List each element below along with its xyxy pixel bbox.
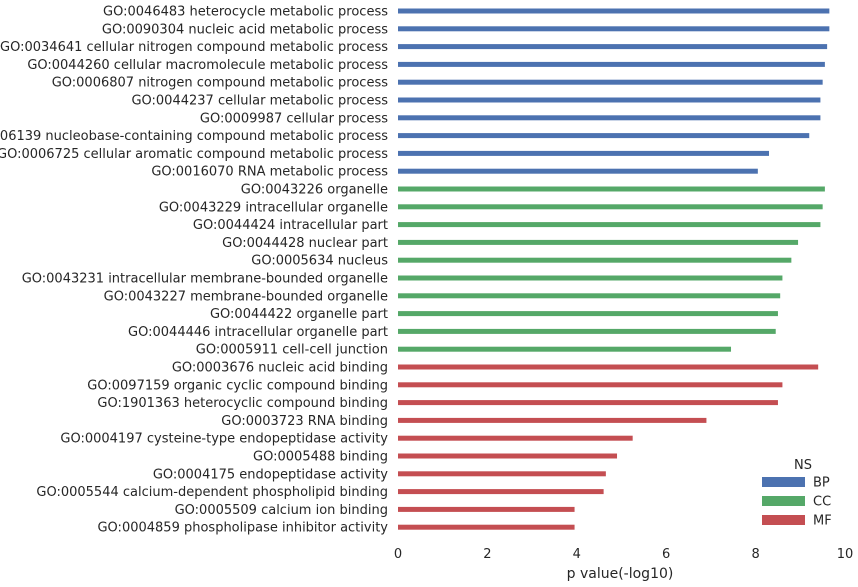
bar [398,435,633,441]
category-label: GO:0043227 membrane-bounded organelle [104,289,388,304]
bar [398,97,821,103]
category-label: GO:0044428 nuclear part [222,236,388,251]
category-label: GO:0044237 cellular metabolic process [131,94,388,109]
bars-layer [398,8,830,530]
category-label: GO:0006807 nitrogen compound metabolic p… [52,76,389,91]
x-tick-label: 10 [837,547,854,562]
category-label: GO:0044422 organelle part [210,307,388,322]
category-label: GO:0004859 phospholipase inhibitor activ… [97,521,388,536]
bar [398,382,783,388]
category-label: GO:0005911 cell-cell junction [196,343,388,358]
x-tick-label: 4 [573,547,581,562]
bar [398,44,828,50]
category-label: GO:0097159 organic cyclic compound bindi… [87,378,388,393]
legend-swatch [762,477,805,487]
legend-label: BP [813,476,830,491]
bar [398,133,810,139]
bar [398,400,778,406]
category-label: GO:0006725 cellular aromatic compound me… [0,147,388,162]
category-label: GO:0043226 organelle [241,183,388,198]
bar [398,79,823,85]
category-label: GO:0003723 RNA binding [221,414,388,429]
category-label: GO:0004197 cysteine-type endopeptidase a… [60,432,388,447]
category-label: GO:0044446 intracellular organelle part [128,325,388,340]
category-label: GO:0005544 calcium-dependent phospholipi… [36,485,388,500]
category-label: GO:1901363 heterocyclic compound binding [97,396,388,411]
category-label: GO:0016070 RNA metabolic process [151,165,388,180]
x-axis-label: p value(-log10) [567,566,674,582]
bar [398,311,778,317]
bar [398,364,819,370]
category-label: GO:0005634 nucleus [251,254,388,269]
bar [398,275,783,281]
bar [398,524,575,530]
category-label: GO:0034641 cellular nitrogen compound me… [0,40,388,55]
bar [398,150,770,156]
bar [398,471,606,477]
category-label: GO:0009987 cellular process [200,111,388,126]
bar [398,328,776,334]
category-label: GO:0046483 heterocycle metabolic process [103,5,388,20]
bar [398,61,825,67]
legend-swatch [762,515,805,525]
x-tick-label: 2 [483,547,491,562]
category-label: GO:0005488 binding [253,450,388,465]
x-tick-label: 6 [662,547,670,562]
category-label: GO:0043231 intracellular membrane-bounde… [22,272,388,287]
legend-title: NS [794,458,812,473]
bar [398,222,821,228]
category-label: GO:0044260 cellular macromolecule metabo… [27,58,388,73]
x-tick-label: 0 [394,547,402,562]
bar [398,168,758,174]
bar [398,26,830,32]
category-label: GO:0003676 nucleic acid binding [172,361,388,376]
bar [398,489,604,495]
category-labels: GO:0046483 heterocycle metabolic process… [0,5,388,536]
category-label: GO:0004175 endopeptidase activity [153,467,388,482]
bar [398,186,825,192]
x-tick-label: 8 [751,547,759,562]
bar [398,346,732,352]
bar [398,257,792,263]
category-label: GO:0005509 calcium ion binding [175,503,388,518]
legend-label: MF [813,514,832,529]
bar [398,204,823,210]
legend-swatch [762,496,805,506]
category-label: GO:0044424 intracellular part [193,218,388,233]
category-label: GO:0006139 nucleobase-containing compoun… [0,129,388,144]
bar [398,417,707,423]
x-axis: p value(-log10) 0 2 4 6 8 10 [394,547,853,582]
bar [398,453,618,459]
category-label: GO:0043229 intracellular organelle [159,200,388,215]
bar [398,8,830,14]
bar [398,506,575,512]
bar [398,239,799,245]
legend-label: CC [813,495,831,510]
category-label: GO:0090304 nucleic acid metabolic proces… [102,22,388,37]
legend: NS BP CC MF [762,458,832,529]
bar [398,115,821,121]
bar [398,293,781,299]
